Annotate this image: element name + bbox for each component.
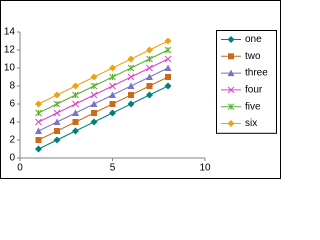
marker — [109, 64, 116, 72]
y-tick-label: 14 — [4, 27, 16, 38]
marker — [127, 64, 135, 72]
marker — [72, 91, 79, 99]
y-tick-label: 10 — [4, 63, 16, 74]
marker — [164, 64, 172, 71]
marker — [35, 127, 42, 134]
marker — [127, 100, 135, 108]
marker — [90, 73, 98, 81]
marker — [90, 100, 98, 107]
marker — [164, 37, 172, 45]
marker — [164, 46, 172, 54]
marker — [164, 55, 172, 63]
marker — [109, 101, 116, 107]
marker — [90, 82, 98, 90]
marker — [146, 64, 153, 72]
y-tick-label: 4 — [9, 117, 15, 128]
marker — [227, 36, 235, 43]
marker — [146, 91, 153, 99]
marker — [35, 109, 42, 117]
marker — [90, 118, 98, 126]
marker — [127, 82, 135, 89]
x-tick-label: 0 — [17, 163, 23, 174]
y-tick-label: 2 — [9, 135, 15, 146]
y-tick-label: 12 — [4, 45, 16, 56]
series-line — [38, 76, 169, 141]
marker — [109, 73, 116, 81]
legend-label: three — [245, 68, 268, 79]
legend-label: one — [245, 34, 262, 45]
marker — [127, 55, 135, 63]
marker — [165, 74, 171, 80]
chart: 0 2 4 6 8 10 12 14 0 5 10 one two three four five six — [0, 0, 281, 179]
marker — [72, 109, 79, 116]
marker — [35, 100, 42, 108]
marker — [91, 110, 97, 116]
marker — [227, 120, 235, 127]
series-line — [38, 49, 169, 114]
marker — [72, 119, 79, 125]
marker — [35, 137, 42, 143]
marker — [72, 100, 79, 108]
legend-label: four — [245, 85, 263, 96]
marker — [227, 69, 235, 77]
marker — [72, 82, 79, 90]
series-line — [38, 58, 169, 123]
series-line — [38, 85, 169, 150]
x-tick-label: 5 — [110, 163, 116, 174]
marker — [146, 55, 153, 63]
marker — [128, 92, 134, 98]
marker — [109, 91, 116, 98]
legend-box — [216, 30, 277, 134]
marker — [35, 118, 42, 126]
y-tick-label: 0 — [9, 153, 15, 164]
legend-label: five — [245, 101, 261, 112]
marker — [54, 128, 60, 134]
marker — [90, 91, 98, 99]
marker — [228, 53, 234, 60]
marker — [53, 109, 61, 117]
series-line — [38, 67, 169, 132]
marker — [35, 145, 42, 153]
marker — [164, 82, 172, 90]
legend-label: six — [245, 118, 257, 129]
marker — [146, 73, 153, 80]
series-line — [38, 40, 169, 105]
marker — [127, 73, 135, 81]
marker — [227, 86, 235, 94]
marker — [146, 83, 153, 89]
y-tick-label: 8 — [9, 81, 15, 92]
legend-label: two — [245, 51, 261, 62]
marker — [53, 118, 61, 125]
marker — [227, 103, 235, 111]
marker — [109, 82, 116, 90]
marker — [53, 100, 61, 108]
marker — [53, 136, 61, 144]
marker — [146, 46, 153, 54]
y-tick-label: 6 — [9, 99, 15, 110]
marker — [109, 109, 116, 117]
marker — [72, 127, 79, 135]
x-tick-label: 10 — [199, 163, 211, 174]
marker — [53, 91, 61, 99]
